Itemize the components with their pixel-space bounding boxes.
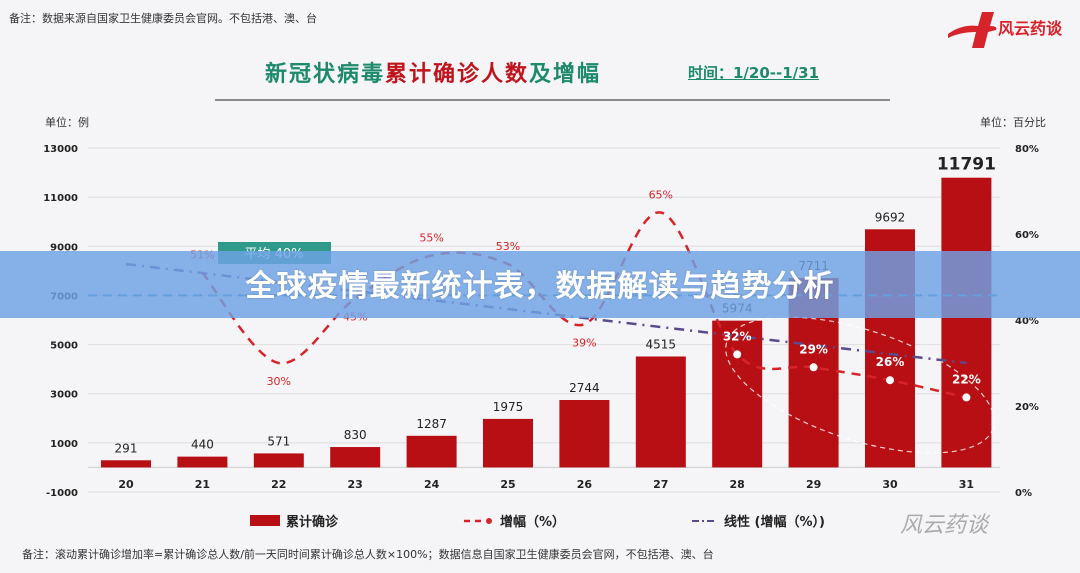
- bar-value-label: 1975: [493, 400, 524, 414]
- legend-bar-label: 累计确诊: [286, 515, 339, 530]
- growth-label: 53%: [496, 240, 520, 253]
- logo-cross-icon: [948, 12, 997, 48]
- source-note: 备注：数据来源自国家卫生健康委员会官网。不包括港、澳、台: [9, 12, 317, 25]
- legend-bars: 累计确诊: [250, 511, 338, 530]
- title-part-2: 累计确诊人数: [385, 62, 530, 87]
- banner-title: 全球疫情最新统计表，数据解读与趋势分析: [245, 269, 835, 304]
- left-tick-label: 11000: [43, 193, 78, 204]
- bar-25: [483, 418, 533, 468]
- growth-point: [886, 376, 894, 385]
- x-tick-label: 23: [348, 478, 363, 491]
- x-tick-label: 20: [118, 478, 134, 491]
- bar-21: [177, 456, 228, 468]
- left-tick-label: 13000: [43, 144, 78, 155]
- growth-point: [733, 350, 742, 359]
- bar-23: [330, 447, 381, 468]
- growth-point: [962, 393, 971, 402]
- chart-title: 新冠状病毒累计确诊人数及增幅: [265, 56, 601, 88]
- growth-label: 29%: [799, 342, 828, 356]
- x-tick-label: 27: [653, 478, 668, 491]
- period-label: 时间：1/20--1/31: [688, 64, 820, 82]
- right-axis-unit: 单位：百分比: [980, 116, 1046, 129]
- left-tick-label: 3000: [50, 390, 78, 401]
- x-tick-label: 22: [271, 478, 286, 491]
- growth-label: 30%: [267, 375, 291, 388]
- chart-canvas: 130001100090007000500030001000-100080%60…: [43, 144, 1039, 499]
- title-divider: [215, 99, 890, 101]
- growth-label: 26%: [876, 355, 905, 369]
- x-tick-label: 30: [882, 478, 898, 491]
- bar-20: [101, 460, 151, 468]
- bar-value-label: 830: [344, 428, 367, 442]
- growth-label: 39%: [572, 336, 596, 349]
- banner: [0, 251, 1080, 318]
- bar-28: [712, 320, 763, 468]
- legend-bar-swatch: [250, 515, 280, 526]
- x-tick-label: 25: [500, 478, 515, 491]
- left-tick-label: 1000: [50, 439, 78, 450]
- x-tick-label: 24: [424, 478, 440, 491]
- x-tick-label: 28: [730, 478, 745, 491]
- trend-line: [125, 262, 967, 365]
- bar-27: [635, 356, 686, 468]
- watermark: 风云药谈: [900, 513, 989, 538]
- bar-26: [559, 400, 610, 468]
- bar-value-label: 1287: [416, 417, 447, 431]
- right-tick-label: 60%: [1015, 230, 1039, 241]
- legend-growth: 增幅（%）: [462, 511, 565, 530]
- legend-growth-swatch: [464, 517, 492, 524]
- bar-24: [406, 435, 457, 468]
- bar-value-label: 440: [191, 438, 214, 452]
- highlight-ellipse: [725, 316, 995, 454]
- title-part-3: 及增幅: [529, 62, 602, 87]
- x-tick-label: 21: [195, 478, 210, 491]
- growth-point: [809, 363, 818, 372]
- bar-value-label: 4515: [646, 337, 677, 351]
- right-tick-label: 20%: [1015, 402, 1039, 413]
- bar-value-label: 571: [267, 434, 290, 448]
- growth-label: 22%: [952, 372, 981, 386]
- bar-31: [941, 177, 992, 468]
- footnote: 备注：滚动累计确诊增加率=累计确诊总人数/前一天同时间累计确诊总人数×100%；…: [22, 548, 714, 561]
- bar-value-label: 11791: [937, 155, 996, 175]
- bar-value-label: 9692: [875, 210, 906, 224]
- right-tick-label: 0%: [1015, 488, 1032, 499]
- growth-label: 32%: [723, 329, 752, 343]
- x-tick-label: 29: [806, 478, 821, 491]
- legend-trend-swatch: [692, 519, 716, 522]
- x-tick-label: 31: [959, 478, 974, 491]
- legend-growth-label: 增幅（%）: [500, 515, 566, 530]
- legend-trend-label: 线性 (增幅（%）): [724, 515, 825, 530]
- left-tick-label: 9000: [50, 242, 78, 253]
- left-tick-label: -1000: [46, 488, 78, 499]
- growth-label: 65%: [649, 189, 673, 202]
- growth-label: 55%: [419, 232, 443, 245]
- x-tick-label: 26: [577, 478, 593, 491]
- right-tick-label: 80%: [1015, 144, 1039, 155]
- bar-22: [253, 453, 304, 468]
- left-tick-label: 5000: [50, 341, 78, 352]
- legend-trend: 线性 (增幅（%）): [690, 511, 825, 530]
- left-axis-unit: 单位：例: [45, 116, 89, 129]
- logo-text: 风云药谈: [998, 19, 1063, 38]
- title-part-1: 新冠状病毒: [265, 62, 386, 87]
- right-tick-label: 40%: [1015, 316, 1039, 327]
- bar-value-label: 2744: [569, 381, 600, 395]
- bar-value-label: 291: [115, 441, 138, 455]
